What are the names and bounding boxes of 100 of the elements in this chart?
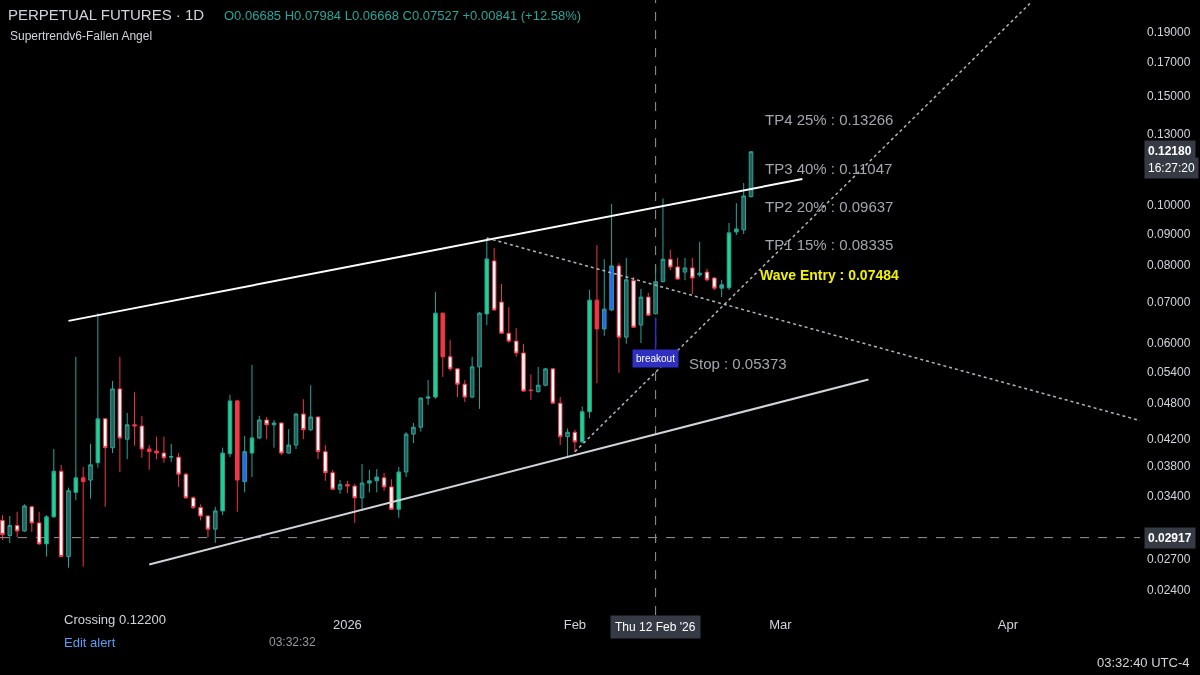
candlestick: [154, 436, 159, 460]
candlestick: [389, 478, 394, 511]
text: 03:32:32: [269, 635, 317, 649]
candlestick: [506, 306, 512, 344]
candlestick: [741, 182, 746, 235]
candlestick: [95, 312, 101, 469]
candlestick: [499, 283, 504, 335]
candlestick: [653, 265, 658, 315]
candlestick: [264, 416, 269, 440]
candlestick: [359, 463, 365, 512]
candlestick: [308, 384, 313, 432]
candlestick: [66, 487, 71, 569]
candlestick: [572, 429, 578, 453]
candlestick: [381, 472, 387, 492]
y-tick-label: 0.06000: [1147, 336, 1191, 351]
candlestick: [712, 276, 717, 291]
candlestick: [286, 428, 291, 455]
candlestick: [484, 237, 490, 326]
candlestick: [609, 203, 614, 312]
annotation: Crossing 0.12200: [64, 612, 166, 627]
text: O0.06685 H0.07984 L0.06668 C0.07527 +0.00841 (+12.58%): [224, 8, 582, 23]
candlestick: [315, 415, 321, 460]
candlestick: [557, 396, 563, 446]
candlestick: [594, 244, 600, 384]
candlestick: [469, 356, 475, 399]
candlestick: [139, 415, 145, 459]
candlestick: [323, 444, 328, 482]
candlestick: [513, 327, 519, 358]
candlestick: [418, 396, 424, 433]
candlestick: [88, 443, 93, 500]
candlestick: [352, 483, 358, 524]
candlestick: [337, 479, 343, 495]
candlestick: [132, 391, 137, 447]
candlestick: [161, 436, 167, 464]
y-tick-label: 0.17000: [1147, 54, 1191, 69]
y-tick-label: 0.10000: [1147, 198, 1191, 213]
candlestick: [293, 412, 299, 450]
candlestick: [44, 514, 49, 557]
candlestick: [7, 515, 13, 544]
candlestick: [227, 394, 233, 458]
candlestick: [440, 312, 446, 378]
candlestick: [14, 511, 20, 538]
candlestick: [183, 472, 189, 500]
candlestick: [117, 356, 123, 473]
candlestick: [374, 468, 380, 493]
candlestick: [425, 379, 431, 406]
candlestick: [521, 343, 526, 393]
y-tick-label: 0.13000: [1147, 127, 1191, 142]
candlestick: [176, 452, 181, 488]
candlestick: [330, 469, 335, 491]
candlestick: [675, 257, 680, 281]
candlestick: [212, 506, 218, 544]
y-tick-label: 0.19000: [1147, 24, 1191, 39]
x-tick-label: 2026: [332, 617, 362, 632]
candlestick: [462, 379, 468, 403]
candlestick: [616, 262, 622, 374]
candlestick: [623, 257, 629, 345]
candlestick: [660, 197, 666, 283]
candlestick: [601, 258, 607, 337]
candlestick: [477, 311, 482, 410]
y-tick-label: 0.03800: [1147, 459, 1191, 474]
candlestick: [704, 268, 710, 283]
candlestick: [543, 367, 548, 387]
candlestick: [249, 364, 255, 478]
candlestick: [726, 222, 732, 291]
y-tick-label: 0.02700: [1147, 551, 1191, 566]
candlestick: [110, 380, 115, 454]
candlestick: [301, 398, 306, 440]
ref-line-label: 0.02917: [1148, 531, 1192, 545]
candlestick: [528, 373, 534, 401]
candlestick: [587, 289, 592, 419]
candlestick: [146, 444, 152, 471]
annotation: TP1 15% : 0.08335: [765, 236, 894, 253]
annotation: TP2 20% : 0.09637: [765, 198, 894, 215]
y-tick-label: 0.15000: [1147, 88, 1191, 103]
candlestick: [447, 339, 453, 372]
y-tick-label: 0.04200: [1147, 432, 1191, 447]
text: 0.12180: [1148, 144, 1192, 158]
candlestick: [345, 480, 350, 494]
y-tick-label: 0.07000: [1147, 294, 1191, 309]
candlestick: [396, 466, 402, 519]
candlestick: [697, 241, 702, 278]
candlestick: [124, 412, 130, 460]
annotation: breakout: [636, 353, 676, 364]
candlestick: [411, 422, 416, 444]
text: Edit alert: [64, 635, 116, 650]
y-tick-label: 0.03400: [1147, 489, 1191, 504]
candlestick: [668, 249, 673, 271]
candlestick: [205, 514, 211, 538]
candlestick: [22, 503, 27, 533]
candlestick: [645, 292, 651, 317]
annotation: TP3 40% : 0.11047: [765, 160, 893, 177]
annotation: TP4 25% : 0.13266: [765, 111, 894, 128]
candlestick: [220, 447, 225, 516]
candlestick: [535, 366, 541, 394]
candlestick: [235, 399, 240, 513]
candlestick: [403, 431, 409, 478]
candlestick: [242, 435, 247, 493]
x-tick-label: Mar: [769, 617, 793, 632]
candlestick: [257, 415, 262, 440]
